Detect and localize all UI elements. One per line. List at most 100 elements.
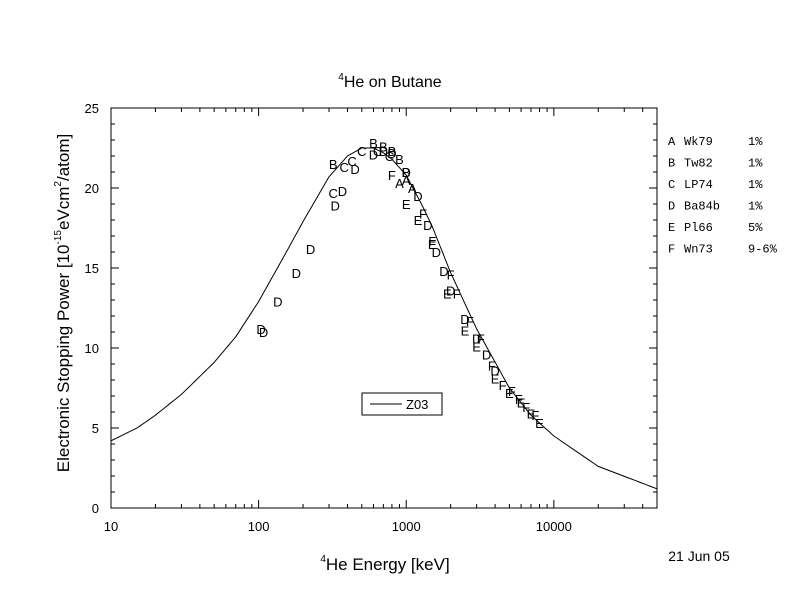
- y-tick-label: 0: [92, 501, 99, 516]
- data-point-F: F: [453, 287, 461, 302]
- x-axis-label: 4He Energy [keV]: [320, 554, 449, 574]
- data-point-E: E: [402, 197, 411, 212]
- y-axis-label-exp2: 2: [53, 181, 64, 187]
- data-point-D: D: [402, 165, 411, 180]
- data-point-C: C: [357, 144, 366, 159]
- plot-frame: [110, 107, 658, 509]
- data-point-E: E: [414, 213, 423, 228]
- chart-title: 4He on Butane: [338, 72, 442, 91]
- data-point-D: D: [350, 162, 359, 177]
- legend-uncertainty: 1%: [748, 157, 763, 171]
- data-point-F: F: [419, 207, 427, 222]
- legend-name: LP74: [684, 178, 713, 192]
- data-point-F: F: [499, 378, 507, 393]
- data-point-D: D: [413, 189, 422, 204]
- data-point-F: F: [466, 314, 474, 329]
- data-point-C: C: [373, 144, 382, 159]
- data-point-C: C: [339, 160, 348, 175]
- y-axis-label-part3: /atom]: [54, 134, 73, 181]
- legend-entry: C LP74 1%: [668, 178, 763, 192]
- data-point-E: E: [472, 339, 481, 354]
- x-tick-label: 10000: [536, 519, 572, 534]
- data-point-E: E: [428, 237, 437, 252]
- y-axis-label-exp1: -15: [53, 230, 64, 245]
- data-point-F: F: [428, 234, 436, 249]
- data-point-E: E: [505, 386, 514, 401]
- x-tick-label: 1000: [392, 519, 421, 534]
- data-point-E: E: [491, 371, 500, 386]
- data-point-D: D: [439, 264, 448, 279]
- legend-entry: B Tw82 1%: [668, 157, 763, 171]
- legend-uncertainty: 5%: [748, 221, 763, 235]
- legend-marker: C: [668, 178, 675, 192]
- legend-name: Wn73: [684, 243, 713, 257]
- legend-marker: B: [668, 157, 675, 171]
- y-tick-label: 10: [85, 341, 99, 356]
- curve-legend-label: Z03: [406, 397, 428, 412]
- x-axis-label-text: He Energy [keV]: [326, 555, 450, 574]
- data-point-F: F: [447, 267, 455, 282]
- legend-marker: D: [668, 200, 675, 214]
- data-point-E: E: [461, 323, 470, 338]
- data-point-D: D: [472, 331, 481, 346]
- legend-marker: E: [668, 221, 675, 235]
- data-point-D: D: [259, 325, 268, 340]
- data-point-D: D: [338, 184, 347, 199]
- data-point-E: E: [517, 395, 526, 410]
- chart-title-text: He on Butane: [344, 74, 442, 91]
- data-point-A: A: [402, 173, 411, 188]
- legend-uncertainty: 1%: [748, 200, 763, 214]
- data-point-A: A: [395, 176, 404, 191]
- data-point-D: D: [330, 199, 339, 214]
- data-point-D: D: [432, 245, 441, 260]
- data-point-D: D: [387, 146, 396, 161]
- y-tick-label: 5: [92, 421, 99, 436]
- x-tick-label: 100: [248, 519, 270, 534]
- x-tick-label: 10: [104, 519, 118, 534]
- data-point-E: E: [535, 416, 544, 431]
- data-point-D: D: [446, 283, 455, 298]
- legend-uncertainty: 9-6%: [748, 243, 778, 257]
- data-point-D: D: [482, 347, 491, 362]
- data-point-D: D: [460, 312, 469, 327]
- data-point-B: B: [388, 144, 397, 159]
- data-point-D: D: [369, 147, 378, 162]
- data-point-B: B: [379, 139, 388, 154]
- legend-entry: A Wk79 1%: [668, 135, 763, 149]
- y-tick-label: 15: [85, 261, 99, 276]
- data-point-F: F: [477, 331, 485, 346]
- legend: Z03 A Wk79 1% B Tw82 1% C LP74 1% D Ba84b 1% E Pl66 5% F…: [361, 135, 778, 416]
- data-point-D: D: [256, 322, 265, 337]
- data-point-D: D: [306, 242, 315, 257]
- y-axis-label-part1: Electronic Stopping Power [10: [54, 244, 73, 472]
- data-point-B: B: [329, 157, 338, 172]
- data-point-E: E: [527, 407, 536, 422]
- legend-marker: F: [668, 243, 675, 257]
- y-tick-label: 20: [85, 181, 99, 196]
- legend-entry: D Ba84b 1%: [668, 200, 763, 214]
- legend-name: Tw82: [684, 157, 713, 171]
- legend-name: Wk79: [684, 135, 713, 149]
- y-tick-label: 25: [85, 101, 99, 116]
- data-point-D: D: [379, 144, 388, 159]
- series-A: AAA: [395, 173, 417, 196]
- y-axis-label: Electronic Stopping Power [10-15eVcm2/at…: [53, 134, 73, 472]
- data-point-E: E: [443, 287, 452, 302]
- curve-z03: [110, 147, 658, 490]
- data-point-F: F: [508, 384, 516, 399]
- date-text: 21 Jun 05: [668, 548, 730, 564]
- data-point-F: F: [488, 359, 496, 374]
- y-axis-label-part2: eVcm: [54, 187, 73, 230]
- data-point-F: F: [522, 400, 530, 415]
- legend-name: Ba84b: [684, 200, 720, 214]
- data-point-B: B: [402, 165, 411, 180]
- legend-entry: E Pl66 5%: [668, 221, 763, 235]
- data-point-B: B: [369, 136, 378, 151]
- chart-title-superscript: 4: [338, 72, 344, 83]
- data-point-D: D: [273, 295, 282, 310]
- data-point-D: D: [490, 363, 499, 378]
